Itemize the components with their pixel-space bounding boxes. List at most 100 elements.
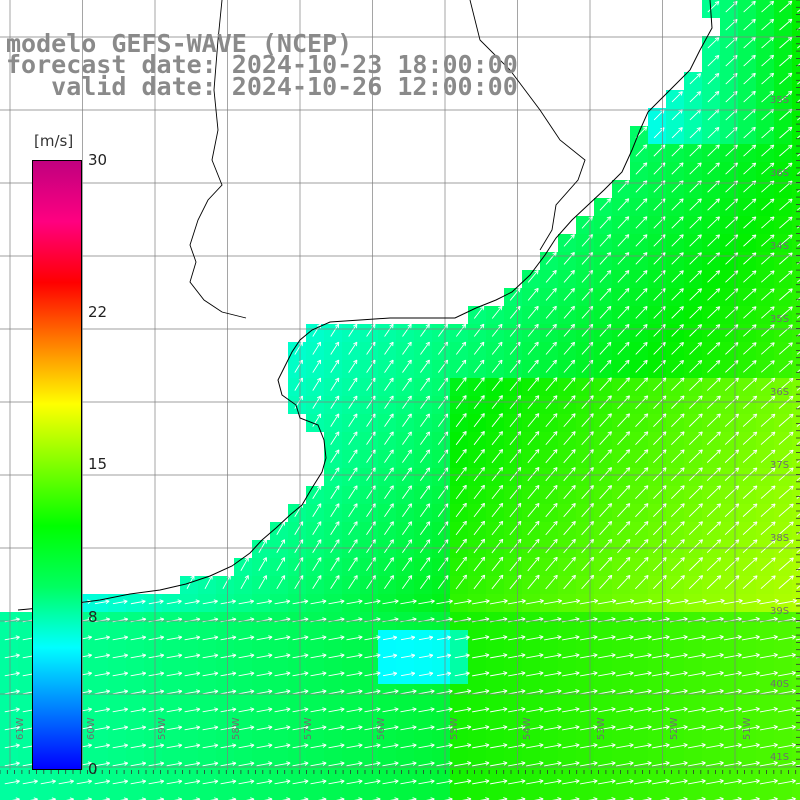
colorbar-unit-label: [m/s] <box>34 132 74 150</box>
wind-arrow <box>653 234 666 247</box>
wind-arrow-head <box>754 198 757 203</box>
wind-cell <box>486 792 504 800</box>
wind-arrow-head <box>715 144 720 147</box>
wind-cell <box>342 792 360 800</box>
wind-cell <box>252 792 270 800</box>
wind-arrow <box>743 127 756 139</box>
wind-arrow-head <box>735 162 738 167</box>
wind-cell <box>792 36 800 54</box>
wind-arrow-head <box>714 127 719 129</box>
wind-arrow-head <box>787 162 793 165</box>
lat-label: 41S <box>770 752 790 763</box>
wind-cell <box>324 792 342 800</box>
wind-arrow <box>725 252 739 265</box>
wind-arrow-head <box>570 270 575 273</box>
wind-cell <box>792 54 800 72</box>
wind-arrow <box>797 153 800 157</box>
wind-arrow-head <box>787 0 792 3</box>
wind-cell <box>90 792 108 800</box>
wind-arrow <box>689 162 702 175</box>
wind-arrow <box>725 198 738 211</box>
lon-label: 58W <box>231 717 242 740</box>
wind-arrow-head <box>570 234 575 237</box>
wind-arrow-head <box>697 252 702 255</box>
wind-cell <box>72 792 90 800</box>
wind-arrow-head <box>735 198 739 203</box>
wind-arrow <box>653 198 666 211</box>
wind-arrow-head <box>772 234 775 239</box>
wind-arrow-head <box>714 55 719 57</box>
wind-arrow-head <box>662 127 665 132</box>
wind-arrow-head <box>770 252 775 255</box>
wind-arrow <box>635 270 648 283</box>
wind-cell <box>792 288 800 306</box>
wind-arrow-head <box>697 144 702 147</box>
wind-arrow-head <box>606 270 611 273</box>
wind-arrow-head <box>588 270 593 273</box>
wind-arrow <box>707 234 720 247</box>
lon-label: 54W <box>522 717 533 740</box>
wind-arrow <box>545 270 557 283</box>
wind-arrow-head <box>606 198 611 201</box>
wind-arrow <box>689 73 701 85</box>
wind-arrow <box>671 252 684 265</box>
wind-arrow-head <box>771 91 775 96</box>
wind-arrow-head <box>790 91 793 96</box>
wind-arrow <box>707 270 720 283</box>
wind-arrow-head <box>771 19 775 24</box>
wind-arrow <box>707 91 720 103</box>
wind-arrow <box>779 126 793 139</box>
wind-arrow-head <box>769 72 774 75</box>
wind-arrow-head <box>733 144 738 147</box>
wind-arrow <box>743 1 756 13</box>
wind-arrow-head <box>769 144 774 147</box>
wind-cell <box>792 504 800 522</box>
wind-arrow-head <box>769 54 774 57</box>
wind-arrow-head <box>555 270 557 275</box>
wind-arrow-head <box>715 198 720 201</box>
wind-arrow <box>743 144 756 157</box>
wind-arrow <box>779 54 793 67</box>
wind-arrow-head <box>717 1 720 6</box>
wind-arrow-head <box>663 270 666 275</box>
wind-arrow <box>599 234 612 247</box>
wind-arrow-head <box>772 162 775 167</box>
wind-arrow-head <box>645 234 648 239</box>
wind-arrow-head <box>736 234 739 239</box>
wind-arrow <box>761 36 774 49</box>
wind-arrow-head <box>696 127 701 130</box>
wind-arrow <box>761 18 774 31</box>
wind-cell <box>792 396 800 414</box>
wind-arrow <box>743 55 756 67</box>
wind-cell <box>792 738 800 756</box>
wind-arrow-head <box>627 216 630 221</box>
wind-arrow-head <box>591 234 593 239</box>
wind-arrow-head <box>680 127 683 132</box>
lon-label: 52W <box>669 717 680 740</box>
wind-arrow <box>707 73 720 85</box>
wind-arrow-head <box>699 216 702 221</box>
wind-arrow-head <box>643 234 648 237</box>
wind-arrow-head <box>717 91 720 96</box>
wind-arrow-head <box>751 90 756 93</box>
wind-cell <box>792 180 800 198</box>
wind-cell <box>792 90 800 108</box>
wind-arrow <box>635 144 648 157</box>
wind-cell <box>792 792 800 800</box>
wind-arrow-head <box>751 144 756 147</box>
wind-arrow-head <box>663 198 666 203</box>
wind-arrow-head <box>717 216 720 221</box>
wind-arrow-head <box>717 144 720 149</box>
wind-arrow-head <box>642 180 647 183</box>
wind-cell <box>792 558 800 576</box>
wind-arrow <box>761 144 775 157</box>
wind-arrow-head <box>787 126 792 129</box>
wind-arrow-head <box>696 73 701 76</box>
wind-arrow-head <box>787 72 792 75</box>
lon-label: 55W <box>449 717 460 740</box>
wind-arrow-head <box>753 37 756 42</box>
wind-arrow-head <box>718 270 721 275</box>
wind-arrow <box>581 270 593 283</box>
wind-arrow-head <box>606 234 611 237</box>
wind-cell <box>792 774 800 792</box>
